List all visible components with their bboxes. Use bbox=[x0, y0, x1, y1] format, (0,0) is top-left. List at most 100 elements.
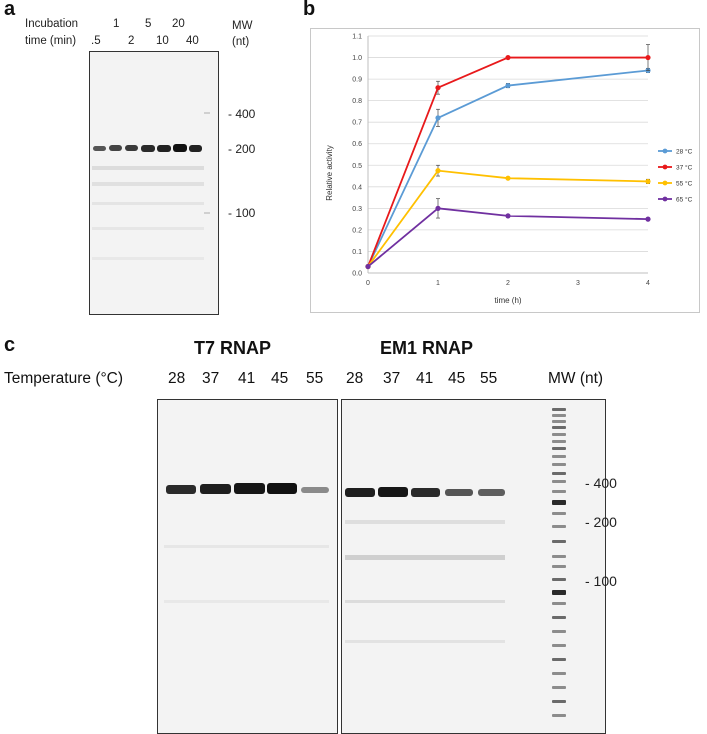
data-point bbox=[505, 54, 511, 61]
x-tick-label: 3 bbox=[576, 280, 580, 287]
gel-t7-rnap bbox=[157, 399, 338, 734]
legend-label: 65 °C bbox=[676, 196, 693, 204]
gel-band bbox=[445, 489, 473, 496]
gel-smear bbox=[164, 545, 329, 548]
temperature-label: Temperature (°C) bbox=[4, 370, 124, 387]
legend-label: 28 °C bbox=[676, 148, 693, 156]
x-tick-label: 4 bbox=[646, 280, 650, 287]
y-tick-label: 0.4 bbox=[352, 184, 362, 191]
chart-legend: 28 °C 37 °C 55 °C 65 °C bbox=[658, 148, 693, 204]
y-tick-label: 1.1 bbox=[352, 34, 362, 41]
mw-marker-c-400: - 400 bbox=[585, 475, 617, 491]
ladder-band bbox=[552, 565, 566, 568]
data-point bbox=[505, 213, 511, 219]
y-tick-label: 0.8 bbox=[352, 98, 362, 105]
legend-swatch-marker bbox=[662, 164, 668, 170]
ladder-band bbox=[552, 630, 566, 633]
em1-temp-45: 45 bbox=[448, 370, 466, 387]
panel-b-letter: b bbox=[303, 0, 316, 20]
t7-temp-41: 41 bbox=[238, 370, 256, 387]
gel-smear bbox=[92, 227, 204, 230]
em1-temp-55: 55 bbox=[480, 370, 498, 387]
series-3 bbox=[365, 198, 651, 270]
ladder-band bbox=[552, 447, 566, 450]
ladder-band bbox=[552, 512, 566, 515]
mw-marker-c-100: - 100 bbox=[585, 573, 617, 589]
ladder-band bbox=[552, 686, 566, 689]
series-1 bbox=[365, 44, 651, 270]
t7-temp-28: 28 bbox=[168, 370, 186, 387]
time-label-40: 40 bbox=[186, 35, 199, 47]
ladder-band bbox=[552, 463, 566, 466]
y-tick-label: 0.0 bbox=[352, 271, 362, 278]
chart-y-label: Relative activity bbox=[325, 145, 334, 201]
time-label-0-5: .5 bbox=[91, 35, 101, 47]
data-point bbox=[435, 168, 441, 174]
y-tick-label: 0.3 bbox=[352, 206, 362, 213]
ladder-band bbox=[552, 555, 566, 558]
chart-tick-labels: 0.0 0.1 0.2 0.3 0.4 0.5 0.6 0.7 0.8 0.9 1.0 1.1 0 1 2 3… bbox=[352, 34, 650, 288]
ladder-band bbox=[552, 408, 566, 411]
gel-band bbox=[141, 145, 155, 152]
y-tick-label: 0.6 bbox=[352, 141, 362, 148]
series-line bbox=[367, 56, 648, 267]
gel-smear bbox=[345, 640, 505, 643]
gel-band bbox=[478, 489, 505, 496]
panel-a-letter: a bbox=[4, 0, 16, 20]
time-label-10: 10 bbox=[156, 35, 169, 47]
mw-marker-a-400: - 400 bbox=[228, 107, 256, 121]
legend-swatch-marker bbox=[662, 196, 668, 202]
t7-temp-55: 55 bbox=[306, 370, 324, 387]
data-point bbox=[505, 175, 511, 181]
ladder-band bbox=[552, 480, 566, 483]
ladder-band bbox=[552, 616, 566, 619]
mw-header-a-line2: (nt) bbox=[232, 36, 250, 48]
series-line bbox=[367, 69, 649, 267]
ladder-band bbox=[204, 112, 210, 114]
ladder-band bbox=[552, 500, 566, 505]
activity-chart: 0.0 0.1 0.2 0.3 0.4 0.5 0.6 0.7 0.8 0.9 1.0 1.1 0 1 2 3… bbox=[310, 28, 700, 313]
ladder-band bbox=[552, 658, 566, 661]
ladder-band bbox=[552, 540, 566, 543]
legend-swatch-marker bbox=[662, 180, 668, 186]
ladder-band bbox=[552, 472, 566, 475]
series-line bbox=[367, 169, 649, 268]
ladder-band bbox=[552, 700, 566, 703]
gel-smear bbox=[92, 257, 204, 260]
data-point bbox=[645, 178, 651, 185]
t7-rnap-title: T7 RNAP bbox=[194, 338, 272, 358]
data-point bbox=[435, 115, 441, 121]
em1-temp-37: 37 bbox=[383, 370, 401, 387]
ladder-band bbox=[552, 490, 566, 493]
gel-band bbox=[411, 488, 440, 497]
chart-series bbox=[365, 44, 651, 270]
chart-x-label: time (h) bbox=[494, 296, 521, 305]
ladder-band bbox=[552, 426, 566, 429]
mw-header-a-line1: MW bbox=[232, 20, 253, 32]
ladder-band bbox=[204, 212, 210, 214]
mw-marker-a-100: - 100 bbox=[228, 206, 256, 220]
ladder-band bbox=[552, 433, 566, 436]
time-label-5: 5 bbox=[145, 18, 152, 30]
incubation-header-line2: time (min) bbox=[25, 35, 77, 47]
data-point bbox=[435, 85, 441, 91]
data-point bbox=[645, 216, 651, 222]
ladder-band bbox=[552, 590, 566, 595]
y-tick-label: 1.0 bbox=[352, 55, 362, 62]
gel-band bbox=[125, 145, 138, 151]
gel-band bbox=[173, 144, 187, 152]
y-tick-label: 0.7 bbox=[352, 120, 362, 127]
gel-smear bbox=[92, 182, 204, 186]
gel-smear bbox=[92, 202, 204, 205]
x-tick-label: 2 bbox=[506, 280, 510, 287]
gel-band bbox=[109, 145, 122, 151]
incubation-header-line1: Incubation bbox=[25, 18, 79, 30]
em1-rnap-title: EM1 RNAP bbox=[380, 338, 474, 358]
gel-smear bbox=[92, 166, 204, 170]
gel-smear bbox=[164, 600, 329, 603]
data-point bbox=[505, 82, 511, 89]
y-tick-label: 0.9 bbox=[352, 77, 362, 84]
mw-ladder bbox=[550, 400, 570, 733]
data-point bbox=[645, 54, 651, 61]
ladder-band bbox=[552, 440, 566, 443]
